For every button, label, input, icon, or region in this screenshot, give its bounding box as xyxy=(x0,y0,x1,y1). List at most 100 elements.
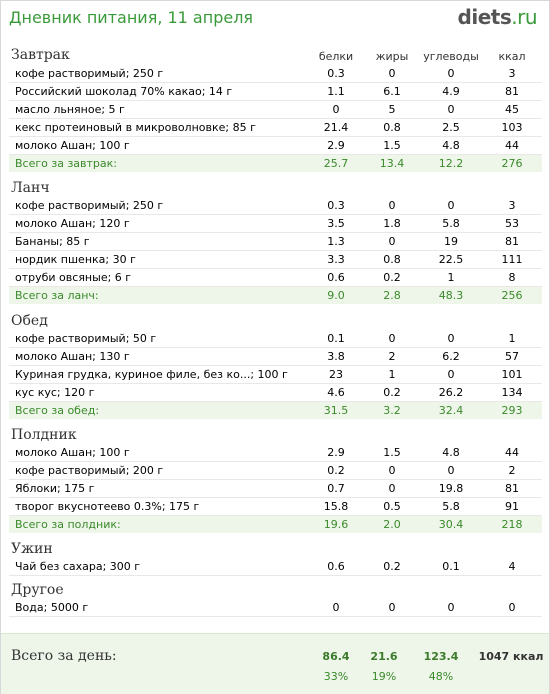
protein-value: 19.6 xyxy=(323,518,349,531)
fat-value: 0 xyxy=(388,67,396,80)
meal-total-row: Всего за завтрак: 25.7 13.4 12.2 276 xyxy=(9,155,542,172)
kcal-value: 3 xyxy=(508,199,516,212)
carbs-value: 30.4 xyxy=(438,518,464,531)
food-row: молоко Ашан; 120 г 3.5 1.8 5.8 53 xyxy=(9,215,542,233)
protein-value: 3.5 xyxy=(327,217,345,230)
fat-value: 0 xyxy=(388,235,396,248)
carbs-value: 1 xyxy=(447,271,455,284)
carbs-value: 48.3 xyxy=(438,289,464,302)
protein-value: 2.9 xyxy=(327,139,345,152)
day-total-label: Всего за день: xyxy=(11,648,117,664)
kcal-value: 81 xyxy=(505,482,519,495)
carbs-value: 32.4 xyxy=(438,404,464,417)
food-row: Бананы; 85 г 1.3 0 19 81 xyxy=(9,233,542,251)
kcal-value: 111 xyxy=(501,253,523,266)
protein-value: 0.1 xyxy=(327,332,345,345)
food-name: молоко Ашан; 130 г xyxy=(15,350,130,363)
food-name: масло льняное; 5 г xyxy=(15,103,125,116)
kcal-value: 44 xyxy=(505,139,519,152)
fat-value: 0 xyxy=(388,199,396,212)
food-row: Куриная грудка, куриное филе, без ко...;… xyxy=(9,366,542,384)
kcal-value: 2 xyxy=(508,464,516,477)
day-total-fat-percent: 19% xyxy=(371,670,397,683)
fat-value: 0.2 xyxy=(383,560,401,573)
meal-title-snack: Полдник xyxy=(11,427,77,443)
food-row: масло льняное; 5 г 0 5 0 45 xyxy=(9,101,542,119)
protein-value: 15.8 xyxy=(323,500,349,513)
protein-value: 21.4 xyxy=(323,121,349,134)
food-name: молоко Ашан; 100 г xyxy=(15,446,130,459)
food-row: Вода; 5000 г 0 0 0 0 xyxy=(9,599,542,617)
day-total-kcal: 1047 ккал xyxy=(478,650,544,663)
fat-value: 3.2 xyxy=(383,404,401,417)
food-name: кофе растворимый; 250 г xyxy=(15,199,164,212)
kcal-value: 57 xyxy=(505,350,519,363)
food-row: отруби овсяные; 6 г 0.6 0.2 1 8 xyxy=(9,269,542,287)
protein-value: 3.3 xyxy=(327,253,345,266)
food-name: Всего за завтрак: xyxy=(15,157,118,170)
carbs-value: 4.8 xyxy=(442,446,460,459)
food-name: кофе растворимый; 50 г xyxy=(15,332,157,345)
carbs-value: 0 xyxy=(447,199,455,212)
day-total-protein-percent: 33% xyxy=(323,670,349,683)
food-name: Чай без сахара; 300 г xyxy=(15,560,141,573)
meal-title-lunch: Ланч xyxy=(11,180,50,196)
fat-value: 1.8 xyxy=(383,217,401,230)
kcal-value: 44 xyxy=(505,446,519,459)
kcal-value: 4 xyxy=(508,560,516,573)
protein-value: 9.0 xyxy=(327,289,345,302)
food-row: Российский шоколад 70% какао; 14 г 1.1 6.1… xyxy=(9,83,542,101)
carbs-value: 6.2 xyxy=(442,350,460,363)
protein-value: 31.5 xyxy=(323,404,349,417)
carbs-value: 4.9 xyxy=(442,85,460,98)
food-row: творог вкуснотеево 0.3%; 175 г 15.8 0.5 5.8… xyxy=(9,498,542,516)
kcal-value: 103 xyxy=(501,121,523,134)
carbs-value: 22.5 xyxy=(438,253,464,266)
carbs-value: 0 xyxy=(447,368,455,381)
kcal-value: 0 xyxy=(508,601,516,614)
carbs-value: 0 xyxy=(447,332,455,345)
food-row: Чай без сахара; 300 г 0.6 0.2 0.1 4 xyxy=(9,558,542,576)
meal-title-breakfast: Завтрак xyxy=(11,47,70,63)
food-row: кофе растворимый; 250 г 0.3 0 0 3 xyxy=(9,65,542,83)
food-name: молоко Ашан; 120 г xyxy=(15,217,130,230)
fat-value: 0 xyxy=(388,332,396,345)
food-name: кекс протеиновый в микроволновке; 85 г xyxy=(15,121,256,134)
protein-value: 2.9 xyxy=(327,446,345,459)
food-name: Всего за ланч: xyxy=(15,289,99,302)
carbs-value: 19 xyxy=(444,235,458,248)
food-name: кус кус; 120 г xyxy=(15,386,95,399)
carbs-value: 4.8 xyxy=(442,139,460,152)
protein-value: 23 xyxy=(329,368,343,381)
food-name: кофе растворимый; 200 г xyxy=(15,464,164,477)
kcal-value: 293 xyxy=(501,404,523,417)
protein-value: 0.3 xyxy=(327,67,345,80)
food-name: Всего за полдник: xyxy=(15,518,121,531)
fat-value: 0 xyxy=(388,482,396,495)
column-header-fat: жиры xyxy=(375,50,409,63)
site-logo[interactable]: diets.ru xyxy=(458,5,538,29)
day-total-panel: Всего за день: 86.4 21.6 123.4 1047 ккал… xyxy=(1,633,549,694)
kcal-value: 81 xyxy=(505,85,519,98)
day-total-carbs: 123.4 xyxy=(423,650,459,663)
food-name: Российский шоколад 70% какао; 14 г xyxy=(15,85,233,98)
fat-value: 1.5 xyxy=(383,139,401,152)
protein-value: 25.7 xyxy=(323,157,349,170)
column-header-kcal: ккал xyxy=(498,50,526,63)
carbs-value: 12.2 xyxy=(438,157,464,170)
meal-total-row: Всего за обед: 31.5 3.2 32.4 293 xyxy=(9,402,542,419)
meal-title-other: Другое xyxy=(11,582,64,598)
protein-value: 1.1 xyxy=(327,85,345,98)
day-total-fat: 21.6 xyxy=(370,650,398,663)
kcal-value: 134 xyxy=(501,386,523,399)
food-name: творог вкуснотеево 0.3%; 175 г xyxy=(15,500,200,513)
protein-value: 0.2 xyxy=(327,464,345,477)
fat-value: 1 xyxy=(388,368,396,381)
kcal-value: 8 xyxy=(508,271,516,284)
protein-value: 1.3 xyxy=(327,235,345,248)
kcal-value: 218 xyxy=(501,518,523,531)
fat-value: 0.5 xyxy=(383,500,401,513)
meal-title-supper: Ужин xyxy=(11,541,53,557)
fat-value: 0 xyxy=(388,464,396,477)
carbs-value: 0 xyxy=(447,103,455,116)
